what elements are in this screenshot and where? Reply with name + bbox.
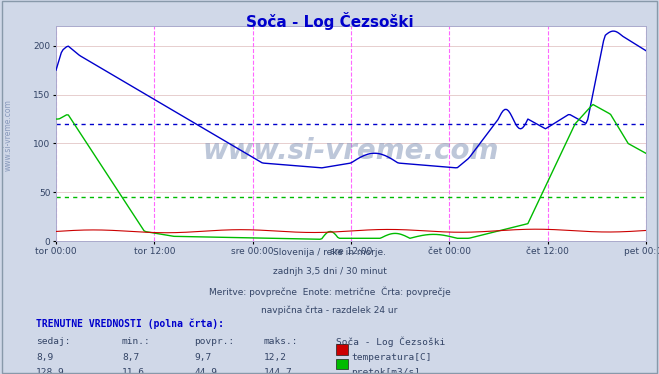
Text: Slovenija / reke in morje.: Slovenija / reke in morje.	[273, 248, 386, 257]
Text: 11,6: 11,6	[122, 368, 145, 374]
Text: 9,7: 9,7	[194, 353, 212, 362]
Text: TRENUTNE VREDNOSTI (polna črta):: TRENUTNE VREDNOSTI (polna črta):	[36, 319, 224, 329]
Text: 128,9: 128,9	[36, 368, 65, 374]
Text: povpr.:: povpr.:	[194, 337, 235, 346]
Text: www.si-vreme.com: www.si-vreme.com	[4, 99, 13, 171]
Text: navpična črta - razdelek 24 ur: navpična črta - razdelek 24 ur	[262, 306, 397, 315]
Text: www.si-vreme.com: www.si-vreme.com	[203, 137, 499, 165]
Text: 8,7: 8,7	[122, 353, 139, 362]
Text: 44,9: 44,9	[194, 368, 217, 374]
Text: maks.:: maks.:	[264, 337, 298, 346]
Text: min.:: min.:	[122, 337, 151, 346]
Text: zadnjh 3,5 dni / 30 minut: zadnjh 3,5 dni / 30 minut	[273, 267, 386, 276]
Text: pretok[m3/s]: pretok[m3/s]	[351, 368, 420, 374]
Text: 12,2: 12,2	[264, 353, 287, 362]
Text: 8,9: 8,9	[36, 353, 53, 362]
Text: 144,7: 144,7	[264, 368, 293, 374]
Text: temperatura[C]: temperatura[C]	[351, 353, 432, 362]
Text: sedaj:: sedaj:	[36, 337, 71, 346]
Text: Meritve: povprečne  Enote: metrične  Črta: povprečje: Meritve: povprečne Enote: metrične Črta:…	[209, 286, 450, 297]
Text: Soča - Log Čezsoški: Soča - Log Čezsoški	[336, 337, 445, 347]
Text: Soča - Log Čezsoški: Soča - Log Čezsoški	[246, 12, 413, 30]
